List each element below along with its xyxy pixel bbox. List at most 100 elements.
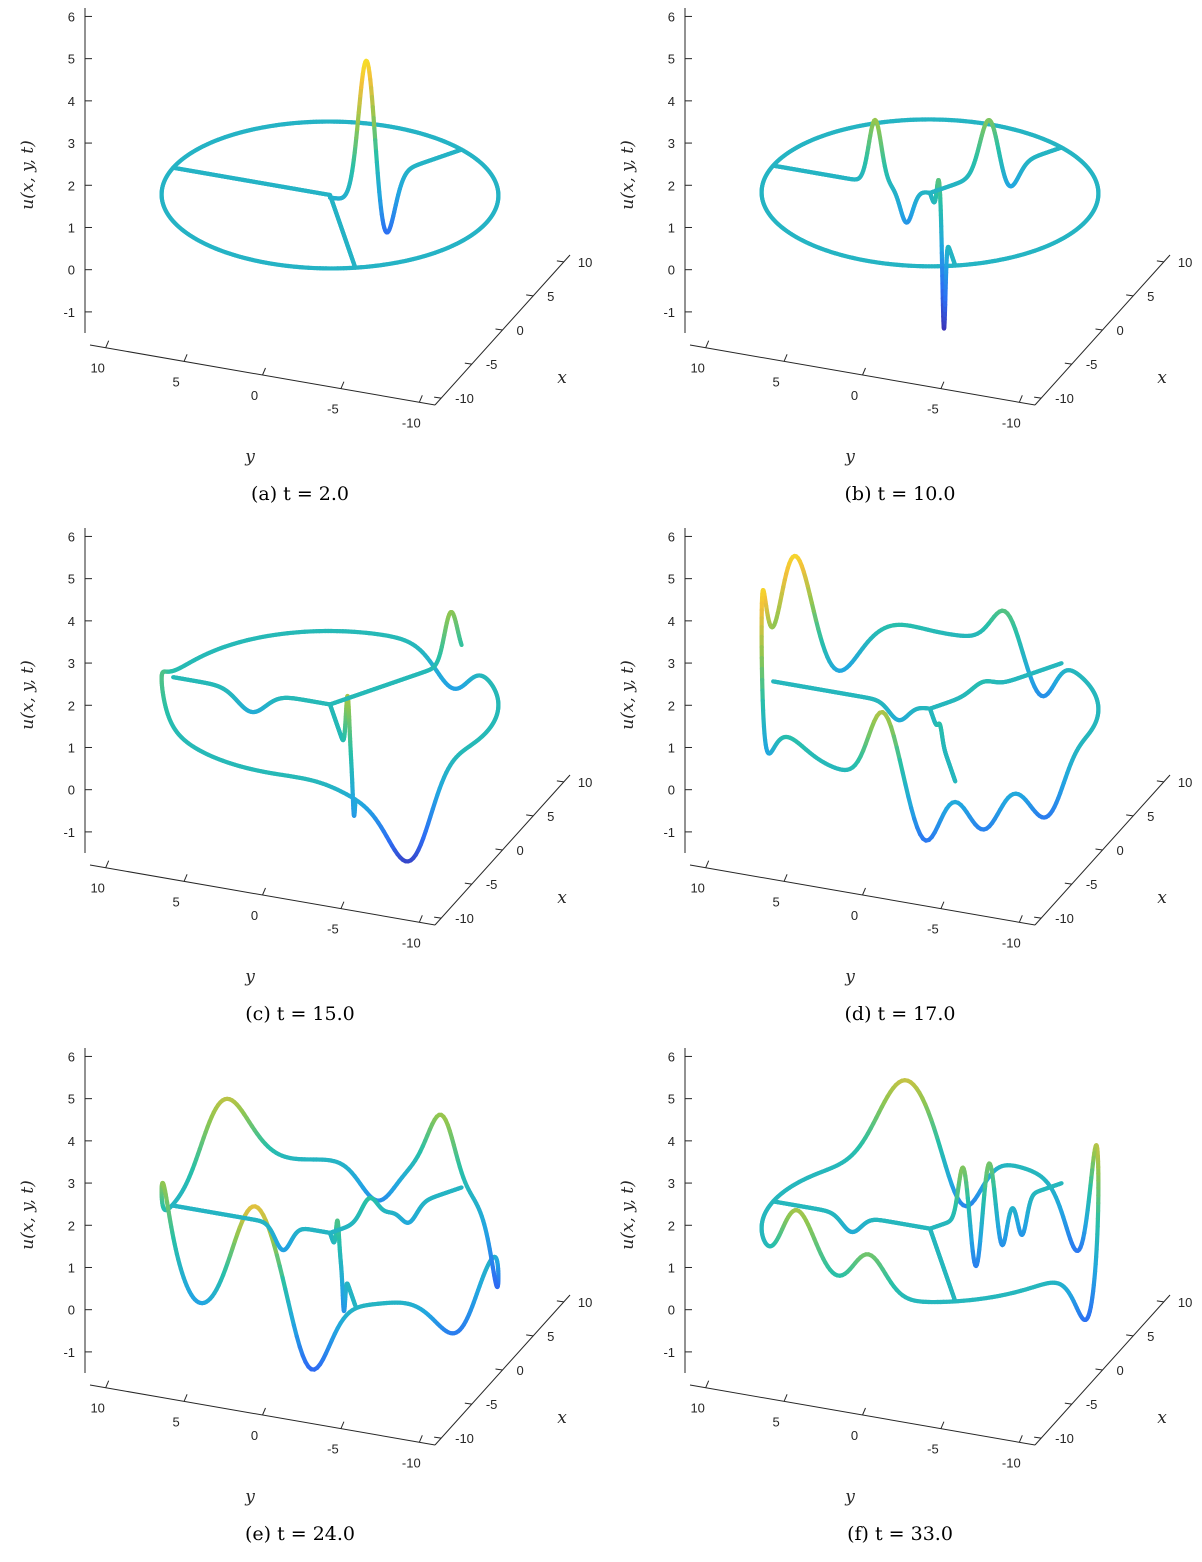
y-tick-label: 0 xyxy=(251,908,258,923)
edge-curve-1 xyxy=(771,679,933,723)
z-tick-label: 0 xyxy=(68,1303,75,1318)
y-tick-mark xyxy=(262,887,266,896)
y-tick-label: -10 xyxy=(1002,415,1021,430)
edge-curve-2 xyxy=(927,706,958,784)
y-tick-label: -10 xyxy=(402,935,421,950)
y-tick-mark xyxy=(783,874,788,882)
x-tick-label: 0 xyxy=(1117,323,1124,338)
x-tick-mark xyxy=(495,848,503,851)
x-tick-label: -5 xyxy=(1086,1397,1098,1412)
x-tick-label: -5 xyxy=(1086,357,1098,372)
y-tick-label: -10 xyxy=(1002,1455,1021,1470)
x-tick-mark xyxy=(434,396,442,399)
z-tick-label: 3 xyxy=(68,656,75,671)
edge-curve-3 xyxy=(327,609,464,707)
z-tick-label: 2 xyxy=(668,698,675,713)
x-tick-mark xyxy=(1064,362,1072,365)
y-tick-mark xyxy=(262,1407,266,1416)
y-tick-label: 10 xyxy=(690,881,704,896)
edge-curve-1 xyxy=(171,165,333,198)
z-tick-label: -1 xyxy=(663,825,675,840)
x-tick-mark xyxy=(556,260,564,263)
x-tick-label: -10 xyxy=(455,391,474,406)
y-tick-mark xyxy=(418,1435,423,1443)
x-tick-mark xyxy=(495,328,503,331)
y-tick-label: 10 xyxy=(690,1401,704,1416)
y-tick-label: 10 xyxy=(90,361,104,376)
x-axis-label: x xyxy=(1157,368,1167,388)
z-tick-label: 1 xyxy=(68,220,75,235)
x-tick-label: 5 xyxy=(1147,809,1154,824)
x-tick-label: -5 xyxy=(1086,877,1098,892)
x-tick-mark xyxy=(1126,294,1134,297)
x-tick-label: 10 xyxy=(578,1295,592,1310)
x-tick-mark xyxy=(526,294,534,297)
x-tick-mark xyxy=(1034,1436,1042,1439)
x-tick-label: -10 xyxy=(1055,911,1074,926)
z-tick-label: 2 xyxy=(668,1218,675,1233)
x-tick-mark xyxy=(1095,1368,1103,1371)
x-tick-label: 0 xyxy=(1117,843,1124,858)
y-tick-label: 5 xyxy=(172,1414,179,1429)
x-tick-mark xyxy=(434,1436,442,1439)
z-tick-label: 4 xyxy=(668,614,675,629)
y-tick-mark xyxy=(262,367,266,376)
y-tick-mark xyxy=(705,1380,710,1388)
x-axis-label: x xyxy=(557,1408,567,1428)
x-tick-mark xyxy=(556,1300,564,1303)
x-tick-label: 5 xyxy=(547,1329,554,1344)
z-tick-label: 6 xyxy=(668,529,675,544)
y-axis-label: y xyxy=(844,1487,855,1507)
y-tick-label: -10 xyxy=(1002,935,1021,950)
y-axis-label: y xyxy=(244,967,255,987)
x-tick-mark xyxy=(526,814,534,817)
y-tick-mark xyxy=(105,340,110,348)
y-tick-mark xyxy=(862,887,866,896)
x-tick-label: 5 xyxy=(547,809,554,824)
x-tick-label: 0 xyxy=(517,323,524,338)
x-tick-label: -10 xyxy=(1055,391,1074,406)
z-tick-label: 4 xyxy=(68,94,75,109)
z-tick-label: 0 xyxy=(668,263,675,278)
y-tick-mark xyxy=(783,354,788,362)
x-tick-label: 0 xyxy=(1117,1363,1124,1378)
ring-curve xyxy=(759,553,1101,843)
y-axis-label: y xyxy=(244,447,255,467)
z-tick-label: 1 xyxy=(668,740,675,755)
z-tick-label: -1 xyxy=(63,825,75,840)
z-tick-label: 5 xyxy=(668,1092,675,1107)
y-axis-label: y xyxy=(844,447,855,467)
edge-curve-1 xyxy=(171,675,333,715)
x-tick-label: -5 xyxy=(486,877,498,892)
y-tick-mark xyxy=(418,915,423,923)
y-tick-mark xyxy=(1018,915,1023,923)
z-tick-label: 2 xyxy=(68,178,75,193)
x-tick-mark xyxy=(464,362,472,365)
x-tick-mark xyxy=(464,1402,472,1405)
y-tick-label: -5 xyxy=(327,1442,339,1457)
x-axis-label: x xyxy=(1157,1408,1167,1428)
edge-curve-3 xyxy=(327,1185,464,1235)
z-tick-label: 1 xyxy=(68,1260,75,1275)
y-tick-mark xyxy=(940,901,945,909)
panel-caption: (f) t = 33.0 xyxy=(847,1523,953,1545)
y-tick-mark xyxy=(1018,1435,1023,1443)
y-tick-mark xyxy=(183,874,188,882)
z-tick-label: -1 xyxy=(663,1345,675,1360)
x-tick-label: -5 xyxy=(486,1397,498,1412)
z-tick-label: 5 xyxy=(668,572,675,587)
x-tick-mark xyxy=(464,882,472,885)
x-axis-label: x xyxy=(557,888,567,908)
y-tick-label: 10 xyxy=(90,881,104,896)
z-axis-label: u(x, y, t) xyxy=(618,140,638,210)
z-tick-label: 0 xyxy=(68,783,75,798)
x-tick-mark xyxy=(1126,814,1134,817)
x-tick-label: 0 xyxy=(517,843,524,858)
edge-curve-3 xyxy=(927,661,1064,711)
x-tick-label: -10 xyxy=(455,911,474,926)
